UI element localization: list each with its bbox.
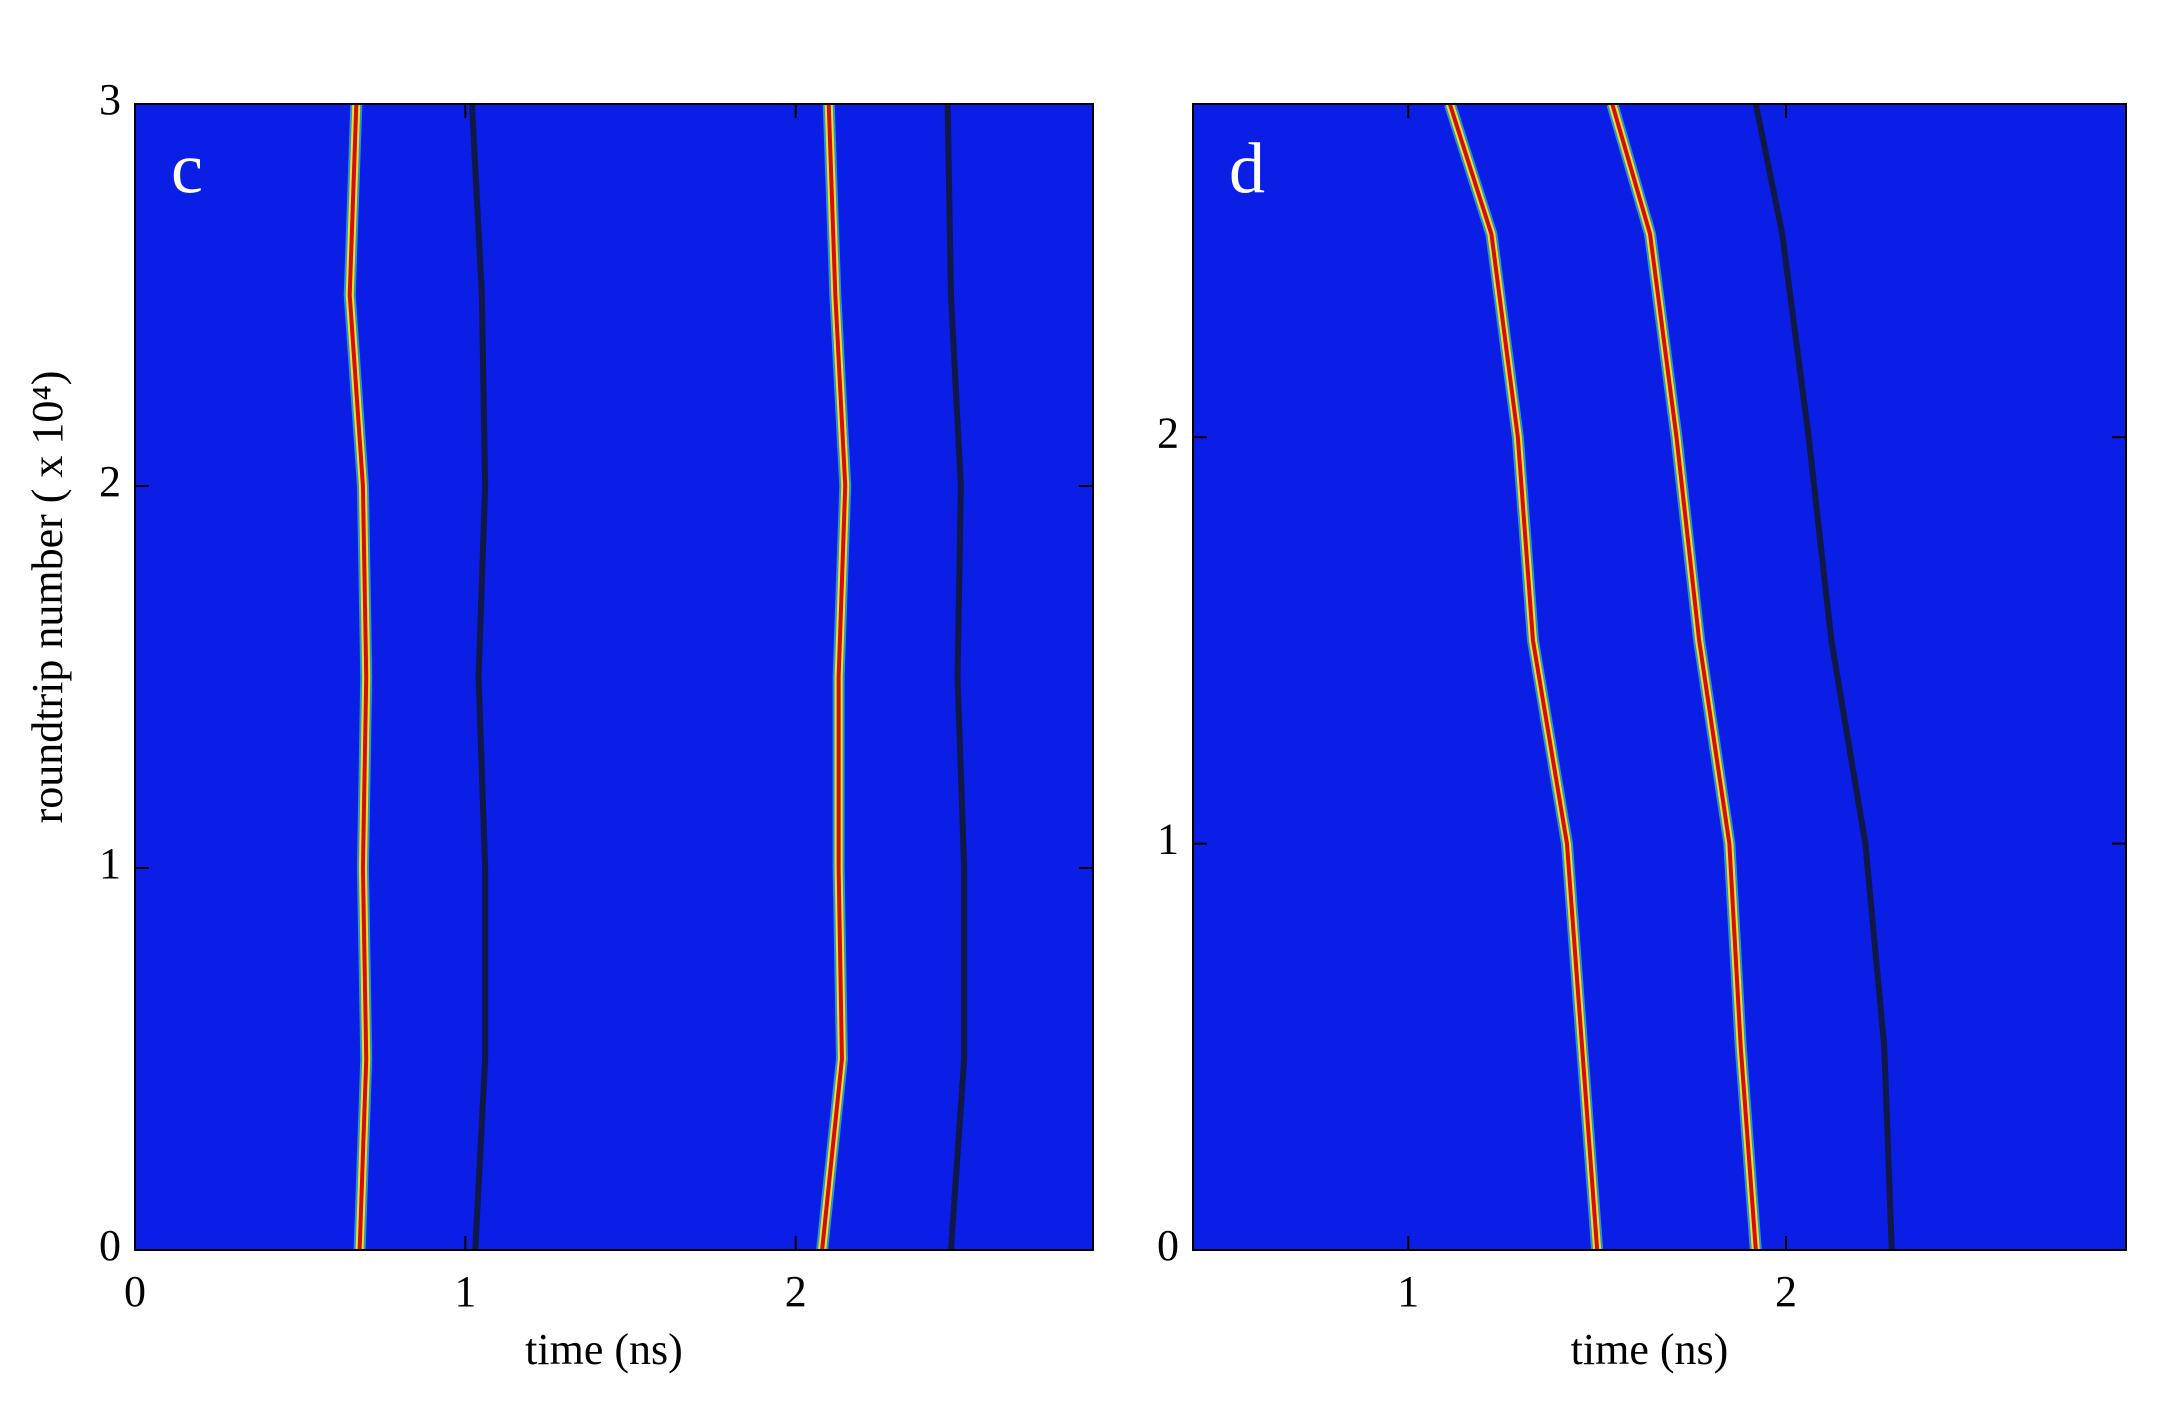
plot-frame xyxy=(1192,103,2127,1251)
y-tick-label: 0 xyxy=(1157,1221,1179,1270)
x-axis-label: time (ns) xyxy=(1571,1325,1729,1374)
x-tick-label: 2 xyxy=(1775,1267,1797,1316)
panel-label: d xyxy=(1229,129,1265,209)
trace xyxy=(944,103,968,1251)
trace xyxy=(347,103,369,1251)
y-tick-label: 1 xyxy=(1157,815,1179,864)
x-tick-label: 2 xyxy=(785,1267,807,1316)
trace xyxy=(468,103,489,1251)
trace xyxy=(1752,103,1895,1251)
panel-label: c xyxy=(171,129,203,209)
plot-frame xyxy=(134,103,1094,1251)
trace xyxy=(1447,103,1600,1251)
y-tick-label: 0 xyxy=(99,1221,121,1270)
plot-background xyxy=(135,104,1093,1250)
x-axis-label: time (ns) xyxy=(525,1325,683,1374)
x-tick-label: 1 xyxy=(1397,1267,1419,1316)
trace xyxy=(820,103,848,1251)
x-tick-label: 0 xyxy=(124,1267,146,1316)
y-tick-label: 3 xyxy=(99,75,121,124)
trace xyxy=(1610,103,1758,1251)
y-axis-label: roundtrip number ( x 10⁴) xyxy=(23,371,72,824)
y-tick-label: 2 xyxy=(99,457,121,506)
x-tick-label: 1 xyxy=(454,1267,476,1316)
y-tick-label: 2 xyxy=(1157,408,1179,457)
y-tick-label: 1 xyxy=(99,839,121,888)
